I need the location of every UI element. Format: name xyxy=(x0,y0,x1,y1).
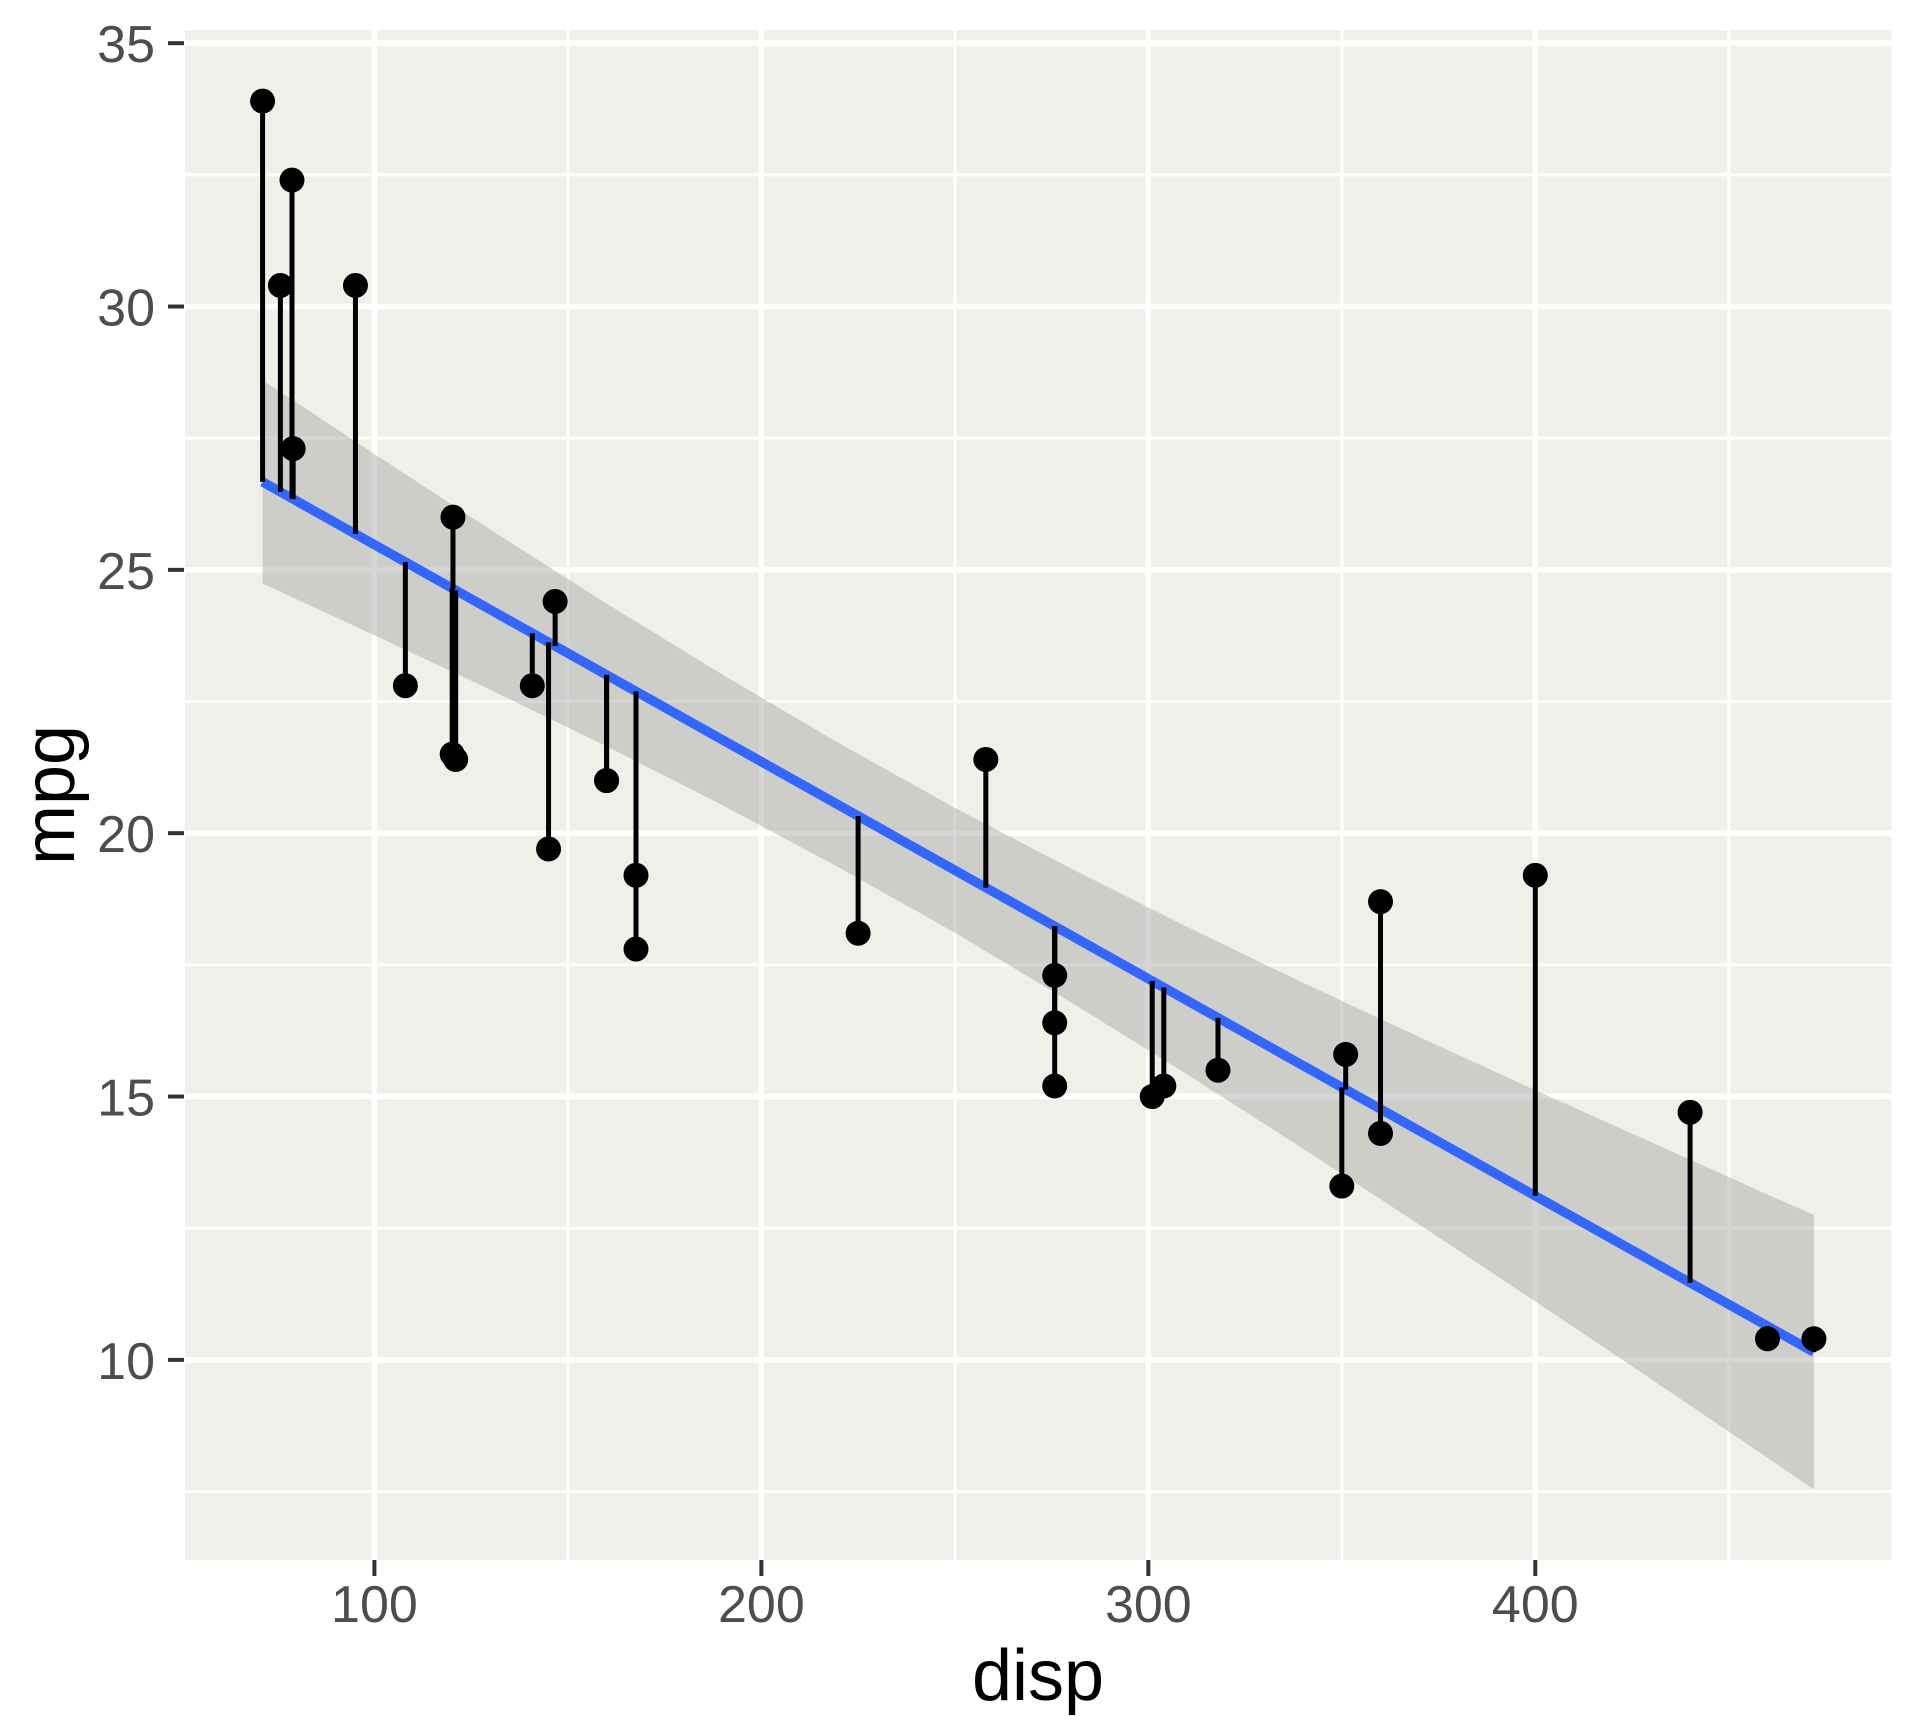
data-point xyxy=(1368,1120,1394,1146)
x-tick-label: 200 xyxy=(718,1576,805,1634)
regression-line xyxy=(260,477,1817,1357)
y-tick-label: 25 xyxy=(97,543,155,601)
data-point xyxy=(1754,1326,1780,1352)
data-point xyxy=(342,272,368,298)
data-point xyxy=(267,272,293,298)
data-point xyxy=(279,167,305,193)
data-point xyxy=(1801,1326,1827,1352)
data-point xyxy=(250,88,276,114)
data-point xyxy=(845,920,871,946)
data-point xyxy=(1042,962,1068,988)
data-point xyxy=(1333,1041,1359,1067)
data-point xyxy=(1042,1073,1068,1099)
data-point xyxy=(1205,1057,1231,1083)
y-tick-label: 35 xyxy=(97,16,155,74)
data-point xyxy=(1042,1010,1068,1036)
data-point xyxy=(594,768,620,794)
x-axis-title: disp xyxy=(972,1636,1104,1716)
y-tick-label: 20 xyxy=(97,806,155,864)
data-point xyxy=(1139,1084,1165,1110)
data-point xyxy=(280,436,306,462)
confidence-band xyxy=(262,380,1814,1490)
data-point xyxy=(440,504,466,530)
x-tick-label: 100 xyxy=(331,1576,418,1634)
panel-background xyxy=(185,30,1892,1560)
data-point xyxy=(519,673,545,699)
y-tick-label: 30 xyxy=(97,280,155,338)
x-tick-label: 400 xyxy=(1492,1576,1579,1634)
data-point xyxy=(443,746,469,772)
data-point xyxy=(623,936,649,962)
data-point xyxy=(623,862,649,888)
data-point xyxy=(1329,1173,1355,1199)
data-point xyxy=(973,746,999,772)
data-point xyxy=(392,673,418,699)
data-point xyxy=(1522,862,1548,888)
y-axis-title: mpg xyxy=(10,725,90,865)
data-point xyxy=(536,836,562,862)
y-tick-label: 15 xyxy=(97,1070,155,1128)
data-point xyxy=(542,588,568,614)
y-tick-label: 10 xyxy=(97,1333,155,1391)
x-tick-label: 300 xyxy=(1105,1576,1192,1634)
data-point xyxy=(1677,1099,1703,1125)
data-point xyxy=(1368,889,1394,915)
